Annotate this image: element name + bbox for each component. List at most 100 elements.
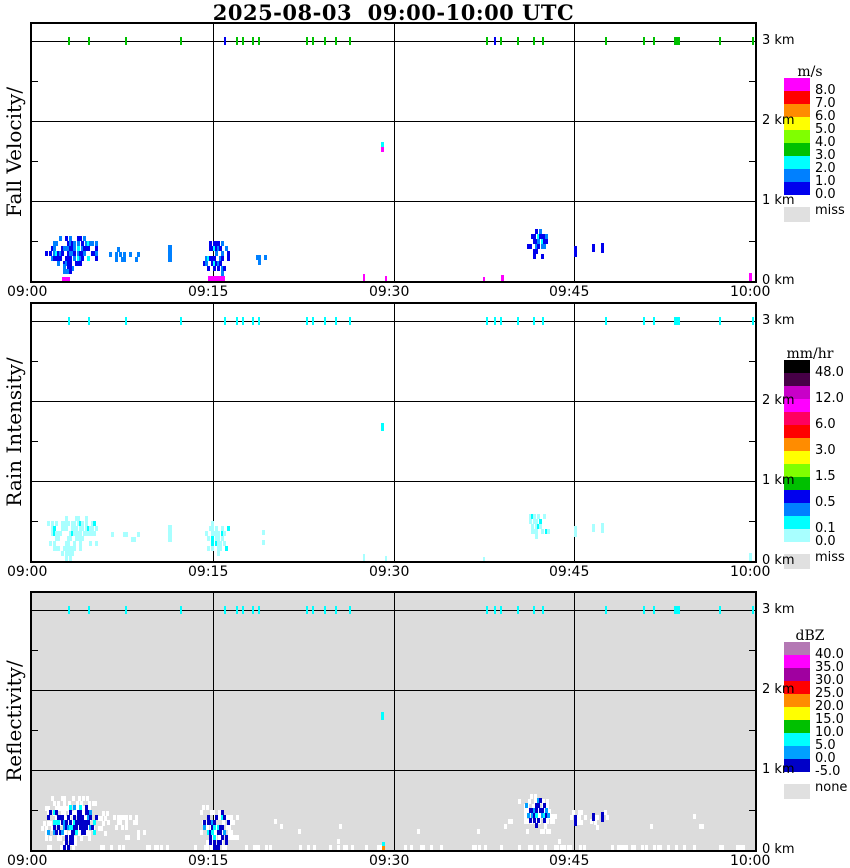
- colorbar-segment: [784, 117, 810, 130]
- data-cell: [518, 799, 521, 804]
- data-cell: [422, 845, 425, 850]
- data-cell: [221, 835, 224, 840]
- missing-label: miss: [815, 203, 845, 218]
- range-gate-tick: [494, 606, 496, 614]
- range-gate-tick: [653, 317, 655, 325]
- data-cell: [72, 845, 75, 850]
- colorbar-segment-label: 30.0: [815, 673, 844, 688]
- range-gate-tick: [653, 606, 655, 614]
- x-tick-label: 10:00: [730, 853, 771, 868]
- colorbar-units-label: dBZ: [795, 628, 825, 644]
- data-rect: [601, 243, 604, 253]
- data-cell: [69, 825, 72, 830]
- gridline-vertical: [574, 304, 575, 561]
- data-cell: [71, 246, 74, 251]
- data-cell: [552, 819, 555, 824]
- data-cell: [69, 264, 72, 269]
- data-cell: [215, 246, 218, 251]
- data-cell: [84, 816, 87, 821]
- data-cell: [546, 804, 549, 809]
- data-cell: [221, 815, 224, 820]
- data-cell: [508, 819, 511, 824]
- data-cell: [307, 845, 310, 850]
- data-cell: [94, 801, 97, 806]
- data-cell: [81, 246, 84, 251]
- colorbar-segment: [784, 182, 810, 195]
- data-cell: [540, 829, 543, 834]
- data-cell: [59, 806, 62, 811]
- minor-tick-left: [32, 521, 38, 522]
- data-cell: [71, 840, 74, 845]
- data-cell: [529, 818, 532, 823]
- range-gate-tick: [224, 317, 226, 325]
- data-cell: [228, 825, 231, 830]
- data-cell: [67, 261, 70, 266]
- data-cell: [63, 246, 66, 251]
- height-label: 1 km: [762, 193, 795, 208]
- range-gate-tick: [236, 37, 238, 45]
- colorbar-segment-label: -5.0: [815, 764, 841, 779]
- data-cell: [51, 521, 54, 526]
- data-rect: [381, 142, 384, 147]
- data-cell: [65, 521, 68, 526]
- data-cell: [76, 806, 79, 811]
- data-cell: [529, 514, 532, 519]
- data-cell: [65, 261, 68, 266]
- colorbar-segment-label: 25.0: [815, 686, 844, 701]
- data-cell: [49, 821, 52, 826]
- x-tick-label: 10:00: [730, 564, 771, 580]
- data-cell: [221, 256, 224, 261]
- data-cell: [253, 845, 256, 850]
- data-cell: [339, 824, 342, 829]
- colorbar-segment: [784, 720, 810, 733]
- data-cell: [554, 845, 557, 850]
- data-cell: [215, 241, 218, 246]
- missing-swatch: [784, 784, 810, 799]
- colorbar-segment-label: 0.0: [815, 534, 836, 549]
- data-cell: [79, 521, 82, 526]
- data-cell: [594, 820, 597, 825]
- range-gate-tick: [517, 606, 519, 614]
- missing-label: none: [815, 780, 848, 795]
- data-cell: [533, 818, 536, 823]
- data-cell: [67, 269, 70, 274]
- colorbar-fall-velocity: m/s 8.0 7.0 6.0 5.0 4.0 3.0 2.0 1.0 0.0 miss: [784, 64, 850, 239]
- data-cell: [85, 521, 88, 526]
- data-cell: [258, 255, 261, 260]
- data-cell: [71, 531, 74, 536]
- data-cell: [72, 796, 75, 801]
- missing-swatch: [784, 554, 810, 569]
- data-cell: [67, 541, 70, 546]
- data-cell: [45, 831, 48, 836]
- data-cell: [77, 516, 80, 521]
- colorbar-segment-label: 35.0: [815, 660, 844, 675]
- gridline-vertical: [213, 593, 214, 850]
- data-cell: [47, 521, 50, 526]
- data-cell: [329, 845, 332, 850]
- data-cell: [531, 813, 534, 818]
- data-cell: [45, 826, 48, 831]
- data-cell: [121, 825, 124, 830]
- colorbar-units-label: m/s: [797, 64, 823, 80]
- data-cell: [71, 266, 74, 271]
- data-cell: [211, 521, 214, 526]
- data-cell: [194, 845, 197, 850]
- data-cell: [71, 241, 74, 246]
- data-cell: [129, 252, 132, 257]
- data-cell: [119, 815, 122, 820]
- data-cell: [223, 266, 226, 271]
- data-cell: [526, 819, 529, 824]
- colorbar-segment: [784, 694, 810, 707]
- gridline-horizontal: [32, 610, 755, 611]
- data-cell: [60, 845, 63, 850]
- data-cell: [73, 825, 76, 830]
- data-rect: [574, 246, 577, 257]
- data-cell: [79, 256, 82, 261]
- data-cell: [209, 241, 212, 246]
- data-cell: [533, 254, 536, 259]
- data-cell: [203, 261, 206, 266]
- data-cell: [215, 541, 218, 546]
- colorbar-segment: [784, 156, 810, 169]
- data-cell: [59, 836, 62, 841]
- data-cell: [223, 830, 226, 835]
